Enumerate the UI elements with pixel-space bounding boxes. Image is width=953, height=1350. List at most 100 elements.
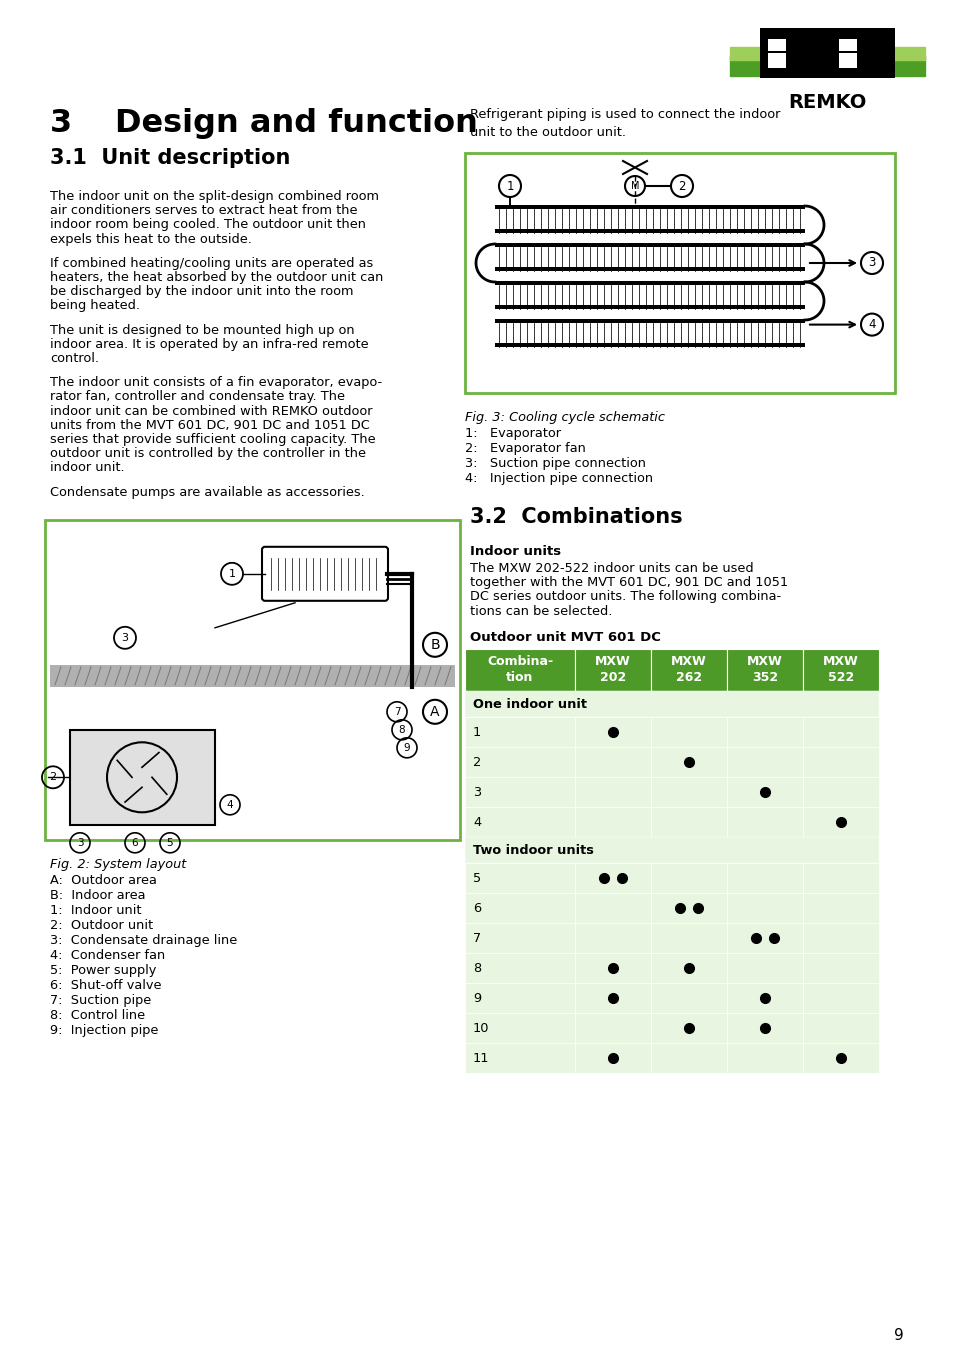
Bar <box>726 983 802 1012</box>
Bar <box>464 717 575 747</box>
Bar <box>802 1012 878 1042</box>
Bar <box>838 53 856 68</box>
Bar <box>650 1042 726 1073</box>
Text: REMKO: REMKO <box>787 93 865 112</box>
Bar <box>802 863 878 892</box>
Text: Two indoor units: Two indoor units <box>473 844 594 857</box>
Bar <box>575 747 650 776</box>
Text: The indoor unit consists of a fin evaporator, evapo-: The indoor unit consists of a fin evapor… <box>50 377 382 389</box>
Text: being heated.: being heated. <box>50 300 140 312</box>
Text: M: M <box>630 181 639 190</box>
Text: 3: 3 <box>76 838 83 848</box>
Bar <box>464 892 575 923</box>
Bar <box>650 776 726 807</box>
Bar <box>464 953 575 983</box>
Text: 4:   Injection pipe connection: 4: Injection pipe connection <box>464 472 653 485</box>
Bar <box>464 923 575 953</box>
Bar <box>802 717 878 747</box>
Bar <box>464 691 878 717</box>
Text: be discharged by the indoor unit into the room: be discharged by the indoor unit into th… <box>50 285 354 298</box>
Text: The indoor unit on the split-design combined room: The indoor unit on the split-design comb… <box>50 190 378 202</box>
Bar <box>575 953 650 983</box>
Text: 5: 5 <box>473 872 480 886</box>
Bar <box>45 520 459 840</box>
Bar <box>726 807 802 837</box>
Bar <box>464 153 894 393</box>
Text: Refrigerant piping is used to connect the indoor
unit to the outdoor unit.: Refrigerant piping is used to connect th… <box>470 108 780 139</box>
Bar <box>760 28 894 78</box>
Text: 7: 7 <box>394 707 400 717</box>
Bar <box>464 747 575 776</box>
Text: The MXW 202-522 indoor units can be used: The MXW 202-522 indoor units can be used <box>470 562 753 575</box>
Text: Combina-
tion: Combina- tion <box>486 655 553 684</box>
Text: series that provide sufficient cooling capacity. The: series that provide sufficient cooling c… <box>50 433 375 446</box>
Bar <box>495 319 804 323</box>
Bar <box>495 230 804 234</box>
Bar <box>838 39 856 51</box>
Bar <box>650 717 726 747</box>
Text: together with the MVT 601 DC, 901 DC and 1051: together with the MVT 601 DC, 901 DC and… <box>470 576 787 589</box>
Bar <box>802 892 878 923</box>
Text: indoor room being cooled. The outdoor unit then: indoor room being cooled. The outdoor un… <box>50 219 366 231</box>
Text: 8: 8 <box>473 963 480 975</box>
Text: 3.1  Unit description: 3.1 Unit description <box>50 148 290 167</box>
Bar <box>650 892 726 923</box>
Bar <box>464 863 575 892</box>
Text: 2: 2 <box>50 772 56 782</box>
Text: 2:   Evaporator fan: 2: Evaporator fan <box>464 441 585 455</box>
Text: indoor unit.: indoor unit. <box>50 462 125 474</box>
Bar <box>834 32 886 73</box>
Bar <box>726 892 802 923</box>
Text: 4: 4 <box>473 817 480 829</box>
Text: DC series outdoor units. The following combina-: DC series outdoor units. The following c… <box>470 590 781 603</box>
Bar <box>495 267 804 271</box>
Text: units from the MVT 601 DC, 901 DC and 1051 DC: units from the MVT 601 DC, 901 DC and 10… <box>50 418 370 432</box>
Text: 9: 9 <box>473 992 480 1006</box>
Bar <box>764 32 816 73</box>
Bar <box>767 39 785 51</box>
Bar <box>802 953 878 983</box>
Bar <box>464 776 575 807</box>
Bar <box>650 923 726 953</box>
Text: 3: 3 <box>473 786 480 799</box>
Bar <box>729 55 924 76</box>
Bar <box>495 305 804 309</box>
Bar <box>650 983 726 1012</box>
Text: 5: 5 <box>167 838 173 848</box>
Text: 6:  Shut-off valve: 6: Shut-off valve <box>50 979 161 992</box>
Text: 11: 11 <box>473 1052 489 1065</box>
Bar <box>767 53 785 68</box>
Text: 6: 6 <box>132 838 138 848</box>
Text: 8: 8 <box>398 725 405 734</box>
Text: MXW
352: MXW 352 <box>746 655 782 684</box>
Bar <box>726 747 802 776</box>
Text: 4:  Condenser fan: 4: Condenser fan <box>50 949 165 961</box>
Bar <box>726 776 802 807</box>
Bar <box>650 649 726 691</box>
Text: 5:  Power supply: 5: Power supply <box>50 964 156 977</box>
Text: outdoor unit is controlled by the controller in the: outdoor unit is controlled by the contro… <box>50 447 366 460</box>
Bar <box>802 807 878 837</box>
Text: 9: 9 <box>893 1328 903 1343</box>
Bar <box>650 747 726 776</box>
Bar <box>575 649 650 691</box>
Text: B:  Indoor area: B: Indoor area <box>50 888 146 902</box>
Text: 2:  Outdoor unit: 2: Outdoor unit <box>50 919 153 931</box>
Bar <box>464 649 575 691</box>
Bar <box>50 664 455 687</box>
Bar <box>802 1042 878 1073</box>
Bar <box>726 923 802 953</box>
Text: 6: 6 <box>473 902 480 915</box>
Bar <box>575 1042 650 1073</box>
Text: Fig. 3: Cooling cycle schematic: Fig. 3: Cooling cycle schematic <box>464 410 664 424</box>
Bar <box>726 1012 802 1042</box>
Text: expels this heat to the outside.: expels this heat to the outside. <box>50 232 252 246</box>
Text: air conditioners serves to extract heat from the: air conditioners serves to extract heat … <box>50 204 357 217</box>
Text: rator fan, controller and condensate tray. The: rator fan, controller and condensate tra… <box>50 390 345 404</box>
Text: 1: 1 <box>506 180 514 193</box>
Bar <box>70 730 214 825</box>
Text: 3:   Suction pipe connection: 3: Suction pipe connection <box>464 458 645 470</box>
Bar <box>802 923 878 953</box>
Text: 4: 4 <box>227 799 233 810</box>
Text: MXW
262: MXW 262 <box>670 655 706 684</box>
